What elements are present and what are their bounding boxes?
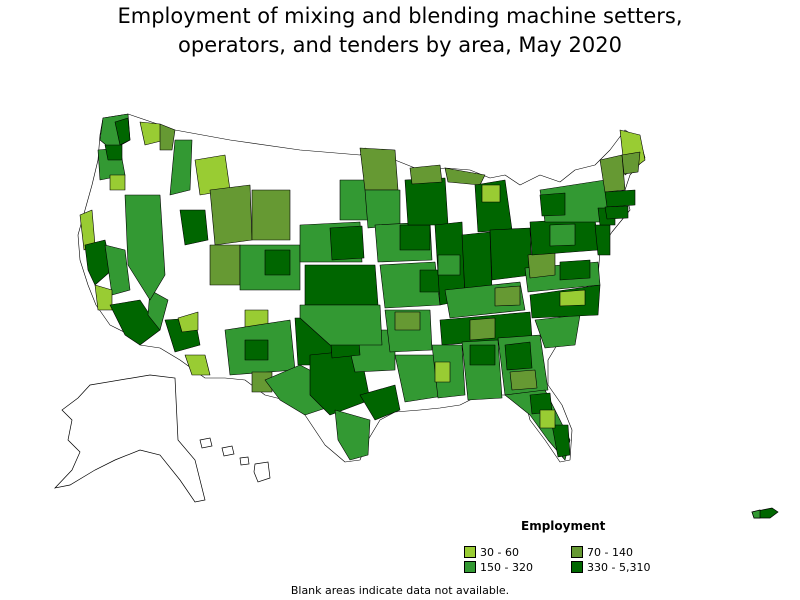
legend-item-150-320: 150 - 320: [464, 561, 533, 574]
hawaii: [199, 437, 271, 483]
legend-label-150-320: 150 - 320: [480, 561, 533, 574]
region-virginia-n: [559, 259, 591, 281]
legend-swatch-70-140: [571, 546, 583, 558]
region-kansas: [304, 264, 379, 306]
region-minnesota-n: [359, 147, 399, 191]
region-michigan-n: [481, 184, 501, 203]
legend-item-330-5310: 330 - 5,310: [571, 561, 650, 574]
region-ca-central: [94, 284, 113, 311]
region-arizona-s: [184, 354, 211, 376]
region-ny-west: [539, 192, 566, 217]
region-nm-se: [251, 371, 273, 393]
region-wisconsin: [404, 177, 449, 226]
region-alabama-n: [469, 344, 496, 366]
region-arizona-n: [177, 311, 199, 333]
region-pa-central: [549, 223, 576, 247]
region-or-portland: [104, 144, 123, 161]
puerto-rico-west: [751, 509, 761, 519]
region-florida-c: [539, 409, 556, 429]
region-ms-central: [434, 361, 451, 383]
alaska: [53, 374, 206, 503]
region-illinois-c: [437, 254, 461, 276]
region-ca-bay: [84, 239, 113, 286]
region-georgia-s: [509, 369, 538, 391]
legend-label-330-5310: 330 - 5,310: [587, 561, 651, 574]
region-connecticut: [604, 205, 629, 220]
region-wyoming-w: [209, 184, 253, 246]
legend-item-30-60: 30 - 60: [464, 546, 519, 559]
region-georgia-atl: [504, 341, 533, 371]
region-wa-puget: [114, 117, 131, 146]
legend-swatch-150-320: [464, 561, 476, 573]
region-west-virginia: [527, 251, 556, 279]
map-title-line-2: operators, and tenders by area, May 2020: [178, 33, 622, 57]
region-maine-s: [621, 151, 641, 175]
region-colorado-w: [209, 244, 241, 286]
region-new-jersey: [594, 224, 611, 256]
legend-item-70-140: 70 - 140: [571, 546, 633, 559]
region-utah: [179, 209, 209, 246]
region-kentucky-e: [494, 285, 521, 307]
region-nebraska-e: [329, 225, 365, 261]
region-wyoming-e: [251, 189, 291, 241]
region-ca-south: [109, 299, 161, 346]
region-ca-inland: [147, 289, 169, 331]
region-iowa-e: [399, 224, 431, 251]
map-title: Employment of mixing and blending machin…: [0, 2, 800, 60]
legend-title: Employment: [521, 519, 606, 533]
region-ca-valley: [104, 244, 131, 296]
region-tx-south: [334, 409, 371, 461]
legend-label-30-60: 30 - 60: [480, 546, 519, 559]
region-arkansas-n: [394, 311, 421, 331]
region-nevada: [124, 194, 166, 301]
region-wa-east2: [159, 123, 176, 151]
legend-swatch-30-60: [464, 546, 476, 558]
region-colorado-front: [264, 249, 291, 276]
map-title-line-1: Employment of mixing and blending machin…: [117, 4, 683, 28]
region-id-north: [169, 139, 193, 196]
region-massachusetts: [604, 189, 636, 208]
region-nm-abq: [244, 339, 269, 361]
region-tx-houston: [359, 384, 401, 421]
us-employment-map: [53, 113, 779, 519]
region-nc-east: [559, 289, 586, 307]
region-florida-s: [551, 424, 571, 458]
region-vermont-nh: [599, 154, 626, 193]
legend-label-70-140: 70 - 140: [587, 546, 633, 559]
region-missouri-stl: [419, 269, 441, 293]
region-minnesota-s: [364, 189, 401, 229]
region-oklahoma: [299, 304, 383, 346]
region-florida: [504, 389, 571, 461]
region-tennessee-m: [469, 317, 496, 341]
footnote: Blank areas indicate data not available.: [290, 584, 510, 597]
region-or-mid: [109, 174, 126, 191]
region-wisconsin-n: [409, 164, 443, 185]
legend-swatch-330-5310: [571, 561, 583, 573]
